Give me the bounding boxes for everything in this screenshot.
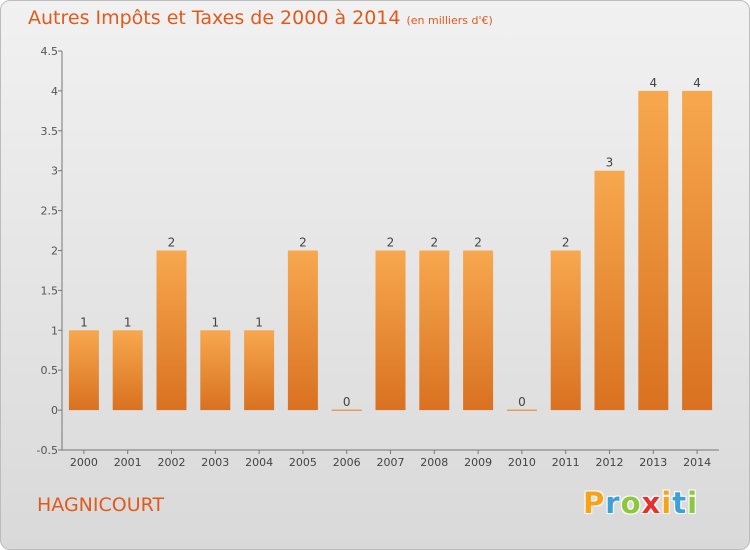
x-tick-label: 2014 [683,456,711,469]
y-tick-label: -0.5 [37,444,58,457]
brand-letter: o [620,486,642,520]
brand-letter: t [672,486,688,520]
commune-name: HAGNICOURT [37,494,165,516]
bar [331,409,362,411]
brand-letter: r [605,486,621,520]
x-tick-label: 2006 [333,456,361,469]
bars [68,90,713,411]
data-label: 4 [649,76,657,90]
bar [200,330,231,411]
x-tick-label: 2012 [596,456,624,469]
data-label: 3 [606,156,614,170]
data-label: 1 [255,315,263,329]
bar [68,330,99,411]
data-label: 2 [387,236,395,250]
y-tick-label: 1 [51,324,58,337]
x-tick-label: 2001 [114,456,142,469]
brand-letter: i [661,486,673,520]
title-row: Autres Impôts et Taxes de 2000 à 2014 (en… [28,7,493,29]
labels: -0.500.511.522.533.544.52000120011200222… [37,45,712,469]
data-label: 0 [518,395,526,409]
x-tick-label: 2013 [639,456,667,469]
chart-title: Autres Impôts et Taxes de 2000 à 2014 [28,7,401,29]
data-label: 4 [693,76,701,90]
y-tick-label: 0 [51,404,58,417]
data-label: 1 [80,315,88,329]
x-tick-label: 2009 [464,456,492,469]
axes [58,50,719,454]
bar [682,90,713,411]
y-tick-label: 4.5 [41,45,59,58]
bar [550,250,581,411]
y-tick-label: 1.5 [41,284,59,297]
chart-subtitle: (en milliers d'€) [406,14,493,27]
brand-letter: P [583,486,606,520]
y-tick-label: 2.5 [41,205,59,218]
y-tick-label: 0.5 [41,364,59,377]
data-label: 2 [168,236,176,250]
x-tick-label: 2003 [201,456,229,469]
brand-letter: i [687,486,699,520]
x-tick-label: 2007 [377,456,405,469]
x-tick-label: 2010 [508,456,536,469]
bar [419,250,450,411]
data-label: 0 [343,395,351,409]
y-tick-label: 2 [51,245,58,258]
bar [287,250,318,411]
bar [463,250,494,411]
data-label: 2 [299,236,307,250]
brand-letter: x [641,486,662,520]
x-tick-label: 2002 [158,456,186,469]
bar [594,170,625,411]
bar [638,90,669,411]
data-label: 1 [124,315,132,329]
bar [112,330,143,411]
x-tick-label: 2011 [552,456,580,469]
x-tick-label: 2000 [70,456,98,469]
bar [156,250,187,411]
x-tick-label: 2005 [289,456,317,469]
x-tick-label: 2008 [420,456,448,469]
bar [244,330,275,411]
data-label: 2 [474,236,482,250]
brand-logo: Proxiti [583,486,698,520]
bar [375,250,406,411]
x-tick-label: 2004 [245,456,273,469]
data-label: 1 [211,315,219,329]
data-label: 2 [430,236,438,250]
bar [506,409,537,411]
data-label: 2 [562,236,570,250]
y-tick-label: 3 [51,165,58,178]
y-tick-label: 3.5 [41,125,59,138]
y-tick-label: 4 [51,85,58,98]
